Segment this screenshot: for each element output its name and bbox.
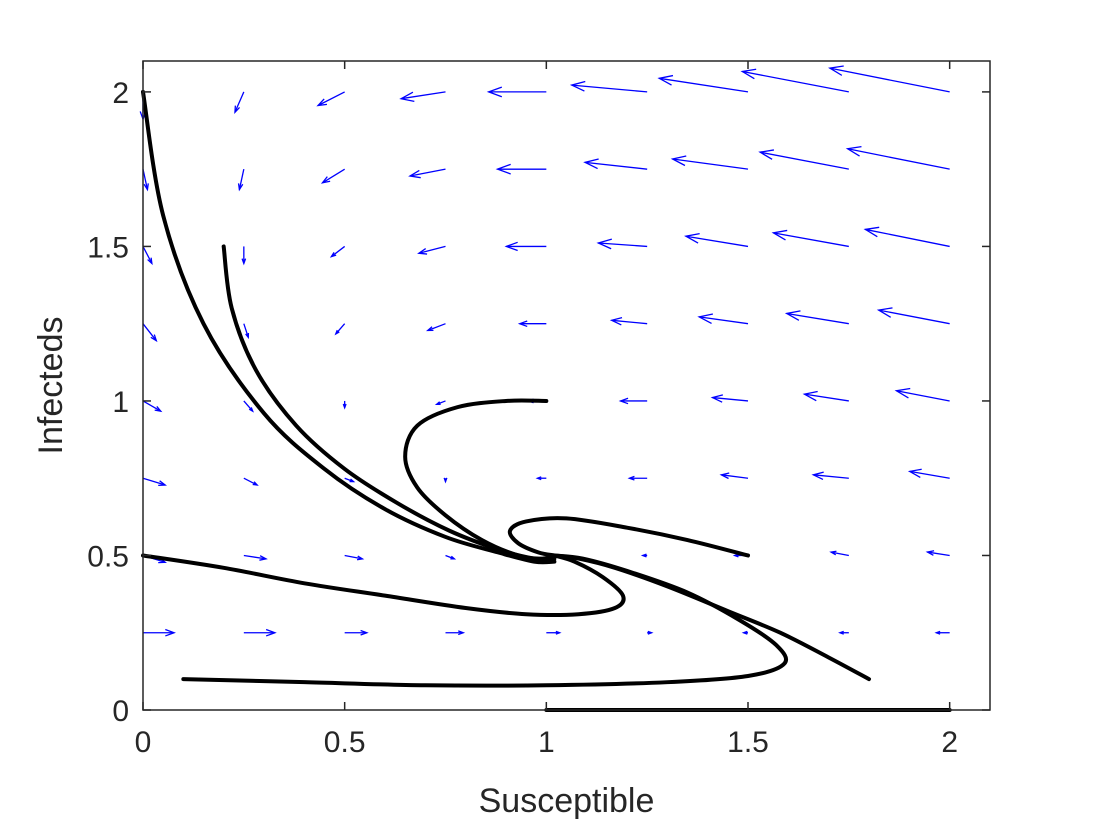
quiver-arrow [241,246,247,266]
quiver-arrow [697,313,749,325]
quiver-arrow [535,476,547,481]
quiver-arrow [771,229,849,248]
x-axis-label: Susceptible [479,782,655,820]
plot-box [142,60,991,711]
quiver-arrow [344,477,356,483]
quiver-arrow [838,630,849,635]
quiver-arrow [445,554,457,560]
quiver-arrow [344,629,369,636]
quiver-arrow [829,550,849,557]
quiver-arrow [740,68,849,93]
quiver-arrow [486,86,547,98]
quiver-arrow [142,400,163,413]
quiver-arrow [408,168,446,179]
quiver-arrow [316,91,345,107]
y-tick-label: 0 [112,695,129,728]
trajectory-line [552,553,871,682]
quiver-arrow [425,323,446,332]
trajectory-line [507,516,750,558]
quiver-arrow [811,471,849,481]
trajectory-line [403,398,557,561]
quiver-arrow [784,310,849,325]
quiver-arrow [445,630,466,636]
x-tick-label: 1 [538,726,555,759]
quiver-arrow [243,554,268,561]
quiver-arrow [237,169,245,192]
quiver-arrow [434,400,446,406]
x-tick-label: 0 [135,726,152,759]
quiver-arrow [618,397,648,405]
trajectory-line [141,553,626,617]
y-axis-label: Infecteds [32,317,70,455]
quiver-arrow [934,630,950,635]
quiver-arrow [334,323,346,336]
quiver-arrow [344,554,365,561]
quiver-arrow [596,238,648,250]
quiver-arrow [142,246,153,266]
quiver-arrow [741,630,748,635]
quiver-arrow [876,307,950,325]
quiver-arrow [142,477,167,487]
quiver-arrow [243,323,250,340]
quiver-arrow [399,91,446,102]
quiver-arrow [907,468,950,479]
quiver-arrow [863,226,950,248]
quiver-arrow [495,163,547,175]
quiver-arrow [569,80,648,93]
x-tick-label: 0.5 [324,726,366,759]
x-tick-label: 1.5 [727,726,769,759]
quiver-arrow [719,472,749,480]
quiver-arrow [758,149,849,170]
quiver-arrow [583,158,648,170]
y-tick-label: 1 [112,386,129,419]
quiver-arrow [828,65,950,93]
quiver-arrow [627,475,648,481]
y-tick-label: 2 [112,77,129,110]
y-tick-label: 1.5 [87,231,129,264]
quiver-arrow [143,628,176,637]
quiver-arrow [670,155,749,170]
quiver-arrow [142,323,158,343]
quiver-arrow [546,630,562,635]
quiver-arrow [329,245,346,258]
quiver-arrow [234,91,245,115]
quiver-arrow [710,394,749,403]
axis-ticks: 0 0.5 1 1.5 2 0 0.5 1 1.5 2 [87,61,990,759]
quiver-arrow [443,477,448,484]
quiver-arrow [320,168,346,184]
quiver-arrow [243,400,254,413]
quiver-arrow [504,241,547,252]
quiver-arrow [609,316,648,326]
quiver-arrow [517,320,547,328]
quiver-arrow [657,74,749,93]
quiver-arrow [417,245,446,255]
quiver-arrow [925,550,950,557]
x-tick-label: 2 [941,726,958,759]
vector-field [139,65,950,637]
y-tick-label: 0.5 [87,540,129,573]
quiver-arrow [342,400,347,410]
trajectory-line [141,89,557,565]
quiver-arrow [647,630,654,635]
quiver-arrow [640,553,648,558]
quiver-arrow [243,477,259,486]
quiver-arrow [802,390,849,402]
quiver-arrow [845,145,950,170]
quiver-arrow [894,387,950,402]
quiver-arrow [684,232,749,248]
quiver-arrow [243,628,277,637]
